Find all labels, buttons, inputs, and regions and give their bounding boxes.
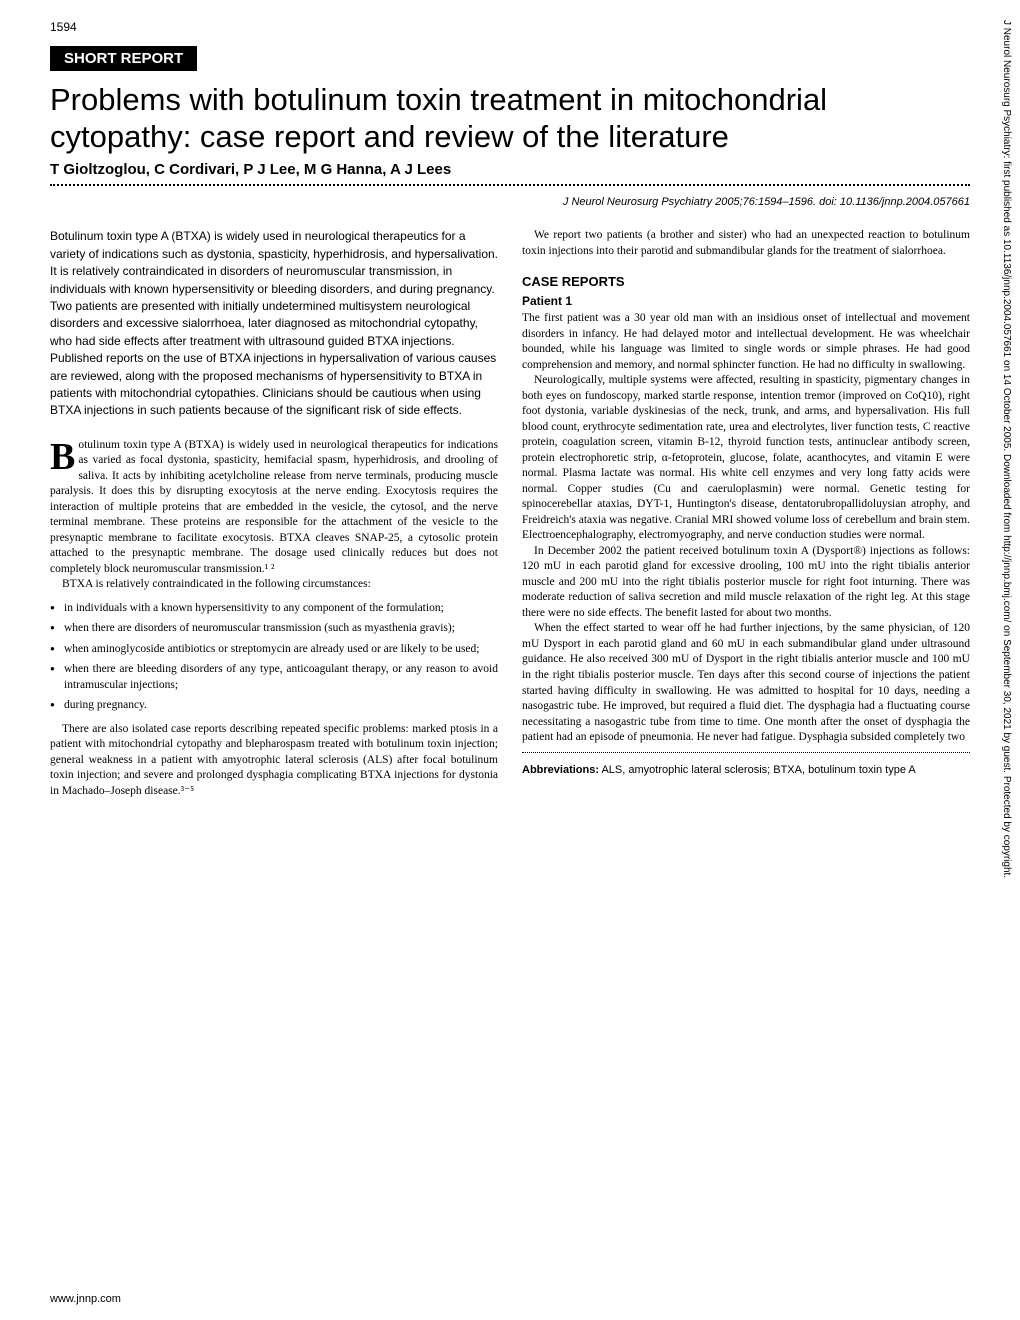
divider-dotted: [50, 184, 970, 186]
patient1-para2: Neurologically, multiple systems were af…: [522, 373, 970, 544]
patient1-para4: When the effect started to wear off he h…: [522, 621, 970, 745]
body-text-right: We report two patients (a brother and si…: [522, 228, 970, 777]
dropcap: B: [50, 438, 78, 473]
bullet-item: when there are disorders of neuromuscula…: [50, 621, 498, 637]
right-column: We report two patients (a brother and si…: [522, 228, 970, 799]
page-number: 1594: [50, 20, 970, 34]
patient1-para1: The first patient was a 30 year old man …: [522, 311, 970, 373]
bullet-item: in individuals with a known hypersensiti…: [50, 601, 498, 617]
abbrev-label: Abbreviations:: [522, 764, 599, 776]
patient1-heading: Patient 1: [522, 293, 970, 309]
footer-url: www.jnnp.com: [50, 1293, 121, 1305]
short-report-badge: SHORT REPORT: [50, 46, 197, 71]
divider-dotted-small: [522, 752, 970, 753]
two-column-layout: Botulinum toxin type A (BTXA) is widely …: [50, 228, 970, 799]
intro-paragraph-1: otulinum toxin type A (BTXA) is widely u…: [50, 439, 498, 575]
patient1-para3: In December 2002 the patient received bo…: [522, 544, 970, 622]
contraindication-list: in individuals with a known hypersensiti…: [50, 601, 498, 714]
article-title: Problems with botulinum toxin treatment …: [50, 81, 970, 155]
body-text-left: Botulinum toxin type A (BTXA) is widely …: [50, 438, 498, 800]
bullet-item: during pregnancy.: [50, 698, 498, 714]
intro-paragraph-2: BTXA is relatively contraindicated in th…: [50, 577, 498, 593]
left-column: Botulinum toxin type A (BTXA) is widely …: [50, 228, 498, 799]
authors-line: T Gioltzoglou, C Cordivari, P J Lee, M G…: [50, 161, 970, 178]
abstract-text: Botulinum toxin type A (BTXA) is widely …: [50, 228, 498, 419]
col2-intro: We report two patients (a brother and si…: [522, 228, 970, 259]
abbreviations-box: Abbreviations: ALS, amyotrophic lateral …: [522, 763, 970, 778]
citation-line: J Neurol Neurosurg Psychiatry 2005;76:15…: [50, 196, 970, 208]
bullet-item: when there are bleeding disorders of any…: [50, 662, 498, 693]
abbrev-text: ALS, amyotrophic lateral sclerosis; BTXA…: [599, 764, 916, 776]
case-reports-heading: CASE REPORTS: [522, 273, 970, 291]
copyright-sidebar: J Neurol Neurosurg Psychiatry: first pub…: [992, 20, 1012, 1300]
bullet-item: when aminoglycoside antibiotics or strep…: [50, 642, 498, 658]
intro-paragraph-3: There are also isolated case reports des…: [50, 722, 498, 800]
